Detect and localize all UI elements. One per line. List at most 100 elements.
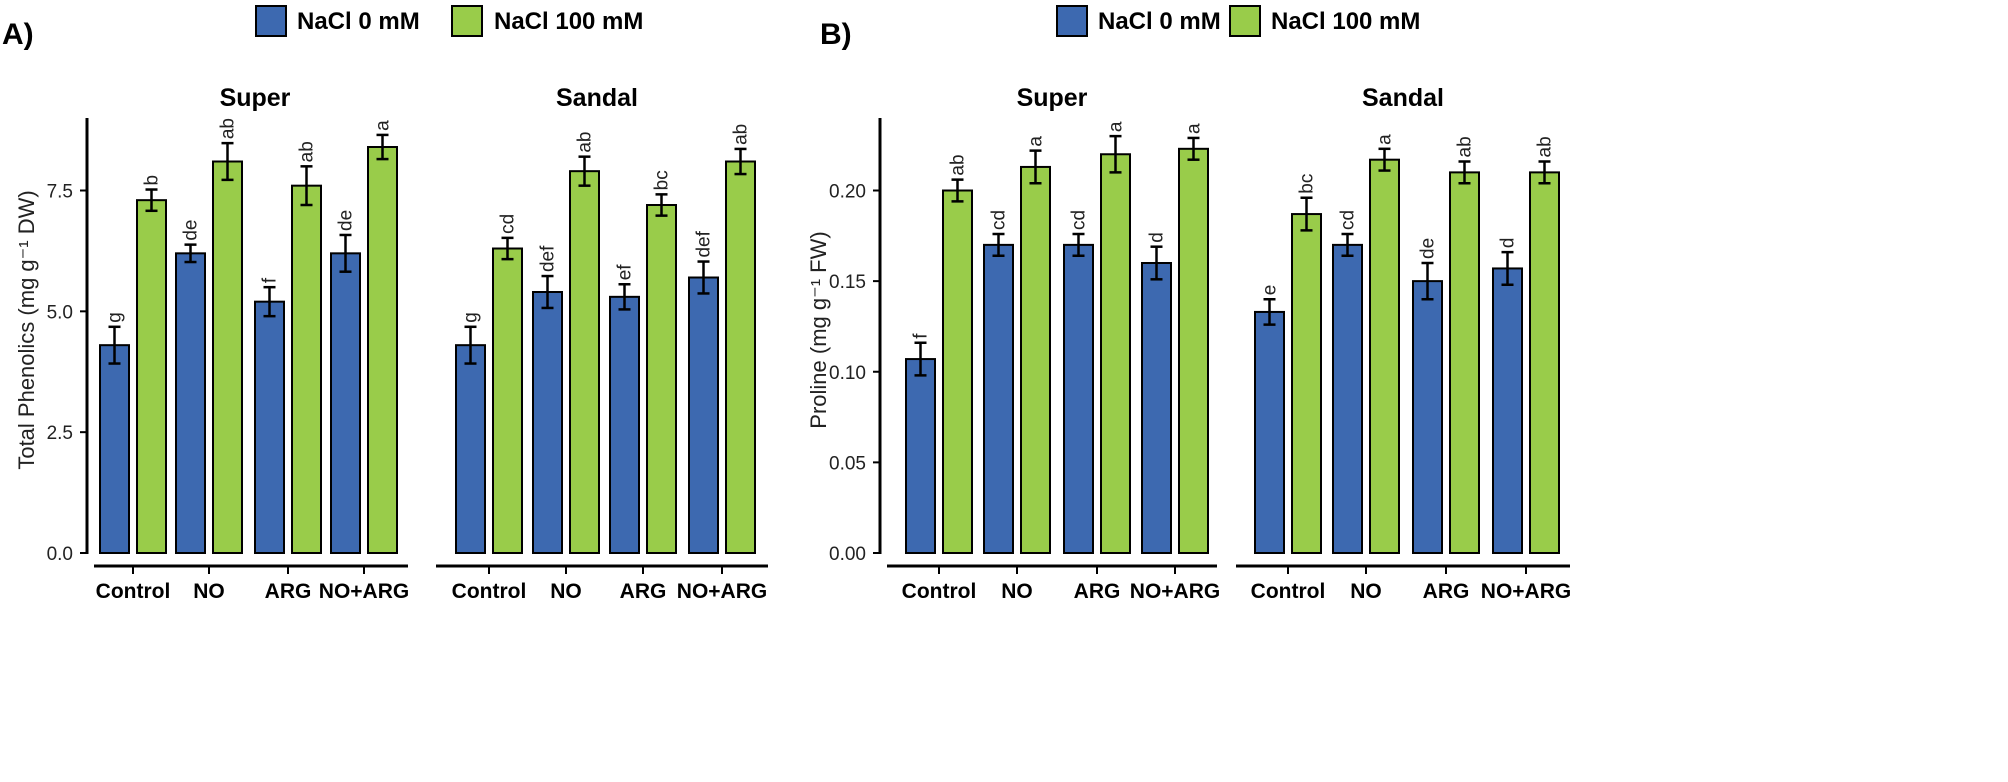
panel-a-facet-super-sig-letter-nacl100: a xyxy=(373,120,394,131)
panel-b-facet-sandal-bar-nacl0 xyxy=(1412,280,1443,554)
legend-b-label-nacl0: NaCl 0 mM xyxy=(1098,8,1221,35)
panel-b-facet-super-bar-nacl100 xyxy=(1020,165,1051,554)
panel-a-facet-sandal-sig-letter-nacl0: g xyxy=(461,312,482,323)
panel-b-facet-sandal-bar-nacl0 xyxy=(1332,243,1363,554)
panel-b-plot: 0.00 0.05 0.10 0.15 0.20 Super Control f ab NO cd a… xyxy=(829,84,1571,603)
panel-b-facet-sandal-bar-nacl100 xyxy=(1529,171,1560,554)
panel-b-facet-super-sig-letter-nacl0: d xyxy=(1147,232,1168,243)
panel-b-facet-sandal-bar-nacl0 xyxy=(1254,310,1285,554)
panel-a-facet-sandal-category-label: Control xyxy=(452,580,527,603)
panel-b-y-tick-label: 0.15 xyxy=(829,272,866,293)
panel-b-facet-sandal-bar-nacl100 xyxy=(1449,171,1480,554)
legend-b-label-nacl100: NaCl 100 mM xyxy=(1271,8,1420,35)
panel-a-facet-super-category-label: ARG xyxy=(265,580,312,603)
panel-a-facet-sandal-bar-nacl100 xyxy=(646,204,677,554)
panel-a-facet-sandal-sig-letter-nacl100: cd xyxy=(498,214,519,234)
panel-a-facet-super-title: Super xyxy=(220,84,291,112)
panel-b-label: B) xyxy=(820,18,852,51)
panel-b-facet-super-sig-letter-nacl0: cd xyxy=(1069,210,1090,230)
legend-b: NaCl 0 mM NaCl 100 mM xyxy=(1056,5,1420,37)
panel-b-facet-super-bar-nacl0 xyxy=(1141,262,1172,554)
panel-a-facet-super-bar-nacl0 xyxy=(330,252,361,554)
panel-b-facet-super-bar-nacl0 xyxy=(1063,243,1094,554)
legend-a: NaCl 0 mM NaCl 100 mM xyxy=(255,5,643,37)
panel-b-facet-super-category-label: ARG xyxy=(1074,580,1121,603)
panel-a-y-tick-label: 2.5 xyxy=(47,423,73,444)
panel-a-facet-super-sig-letter-nacl0: g xyxy=(105,312,126,323)
panel-a-facet-sandal-title: Sandal xyxy=(556,84,638,112)
panel-a-facet-sandal-sig-letter-nacl0: def xyxy=(694,230,715,257)
panel-b-facet-super-sig-letter-nacl0: f xyxy=(911,333,932,339)
panel-b-y-tick-label: 0.20 xyxy=(829,182,866,203)
panel-b-facet-sandal-sig-letter-nacl0: de xyxy=(1418,238,1439,259)
legend-a-label-nacl0: NaCl 0 mM xyxy=(297,8,420,35)
panel-b-facet-sandal-sig-letter-nacl100: ab xyxy=(1535,136,1556,157)
panel-a-facet-sandal-bar-nacl0 xyxy=(688,276,719,554)
panel-a-facet-super-sig-letter-nacl0: f xyxy=(260,277,281,283)
legend-a-swatch-nacl0 xyxy=(255,5,287,37)
panel-a-y-tick-label: 0.0 xyxy=(47,544,73,565)
panel-a-facet-super-category-label: NO xyxy=(193,580,225,603)
panel-b-facet-sandal-sig-letter-nacl100: ab xyxy=(1455,136,1476,157)
panel-a-facet-sandal-category-label: NO xyxy=(550,580,582,603)
panel-a-y-axis-title: Total Phenolics (mg g⁻¹ DW) xyxy=(14,190,39,469)
panel-b-facet-sandal-bar-nacl100 xyxy=(1369,158,1400,554)
panel-a-facet-super-sig-letter-nacl100: ab xyxy=(297,141,318,162)
panel-a-facet-super-sig-letter-nacl100: ab xyxy=(218,118,239,139)
panel-a-facet-sandal-sig-letter-nacl100: bc xyxy=(652,170,673,190)
panel-a-facet-sandal-sig-letter-nacl0: ef xyxy=(615,264,636,281)
panel-a-facet-sandal-bar-nacl100 xyxy=(492,247,523,554)
panel-b-y-tick-label: 0.10 xyxy=(829,363,866,384)
panel-b-facet-super-bar-nacl100 xyxy=(1100,153,1131,554)
panel-a-facet-super-bar-nacl0 xyxy=(254,300,285,554)
panel-a-facet-sandal-bar-nacl100 xyxy=(569,170,600,555)
panel-a-facet-sandal-bar-nacl100 xyxy=(725,160,756,554)
panel-a-y-tick-label: 5.0 xyxy=(47,302,73,323)
panel-a-facet-super-bar-nacl0 xyxy=(99,344,130,554)
legend-a-swatch-nacl100 xyxy=(451,5,483,37)
panel-b-facet-super-sig-letter-nacl0: cd xyxy=(989,210,1010,230)
panel-a-facet-super-category-label: Control xyxy=(96,580,171,603)
panel-b-facet-super-bar-nacl0 xyxy=(983,243,1014,554)
panel-b-facet-sandal-category-label: ARG xyxy=(1423,580,1470,603)
panel-b-facet-sandal-sig-letter-nacl0: d xyxy=(1498,238,1519,249)
panel-b-y-tick-label: 0.00 xyxy=(829,544,866,565)
legend-a-label-nacl100: NaCl 100 mM xyxy=(494,8,643,35)
panel-a-facet-sandal-sig-letter-nacl100: ab xyxy=(575,132,596,153)
panel-b-facet-sandal-category-label: Control xyxy=(1251,580,1326,603)
panel-a-facet-super-bar-nacl100 xyxy=(136,199,167,555)
panel-b-facet-super-category-label: Control xyxy=(902,580,977,603)
panel-a-facet-super-bar-nacl100 xyxy=(367,146,398,554)
panel-a-facet-sandal-bar-nacl0 xyxy=(532,291,563,554)
panel-a-facet-sandal-bar-nacl0 xyxy=(455,344,486,554)
panel-b-facet-super-sig-letter-nacl100: a xyxy=(1106,121,1127,132)
panel-b-y-axis-title: Proline (mg g⁻¹ FW) xyxy=(806,231,831,428)
panel-b-facet-sandal-sig-letter-nacl100: bc xyxy=(1297,174,1318,194)
panel-b-facet-sandal-sig-letter-nacl0: cd xyxy=(1338,210,1359,230)
panel-a-facet-super-bar-nacl100 xyxy=(212,160,243,554)
panel-a-facet-super-category-label: NO+ARG xyxy=(319,580,409,603)
panel-b-facet-sandal-sig-letter-nacl100: a xyxy=(1375,134,1396,145)
panel-b-facet-super-bar-nacl100 xyxy=(942,189,973,554)
panel-b-facet-sandal-bar-nacl100 xyxy=(1291,213,1322,554)
panel-a-facet-sandal-sig-letter-nacl0: def xyxy=(538,245,559,272)
panel-b-facet-super-bar-nacl0 xyxy=(905,358,936,554)
panel-b-facet-sandal-category-label: NO xyxy=(1350,580,1382,603)
panel-a-facet-sandal-category-label: ARG xyxy=(620,580,667,603)
legend-b-swatch-nacl100 xyxy=(1229,5,1261,37)
panel-b-facet-super-category-label: NO xyxy=(1001,580,1033,603)
panel-a-facet-sandal-sig-letter-nacl100: ab xyxy=(731,124,752,145)
panel-b-facet-super-sig-letter-nacl100: ab xyxy=(948,154,969,175)
panel-b-facet-sandal-bar-nacl0 xyxy=(1492,267,1523,554)
panel-a-y-tick-label: 7.5 xyxy=(47,182,73,203)
panel-b-facet-super-category-label: NO+ARG xyxy=(1130,580,1220,603)
panel-a-plot: 0.0 2.5 5.0 7.5 Super Control g b NO de ab ARG f ab NO… xyxy=(47,84,768,603)
panel-b-facet-sandal-category-label: NO+ARG xyxy=(1481,580,1571,603)
panel-a-facet-super-sig-letter-nacl100: b xyxy=(142,175,163,186)
panel-a-facet-super-bar-nacl0 xyxy=(175,252,206,554)
panel-b-y-tick-label: 0.05 xyxy=(829,453,866,474)
panel-b-facet-sandal-sig-letter-nacl0: e xyxy=(1260,285,1281,296)
panel-b-facet-super-sig-letter-nacl100: a xyxy=(1026,136,1047,147)
panel-b-facet-super-title: Super xyxy=(1017,84,1088,112)
